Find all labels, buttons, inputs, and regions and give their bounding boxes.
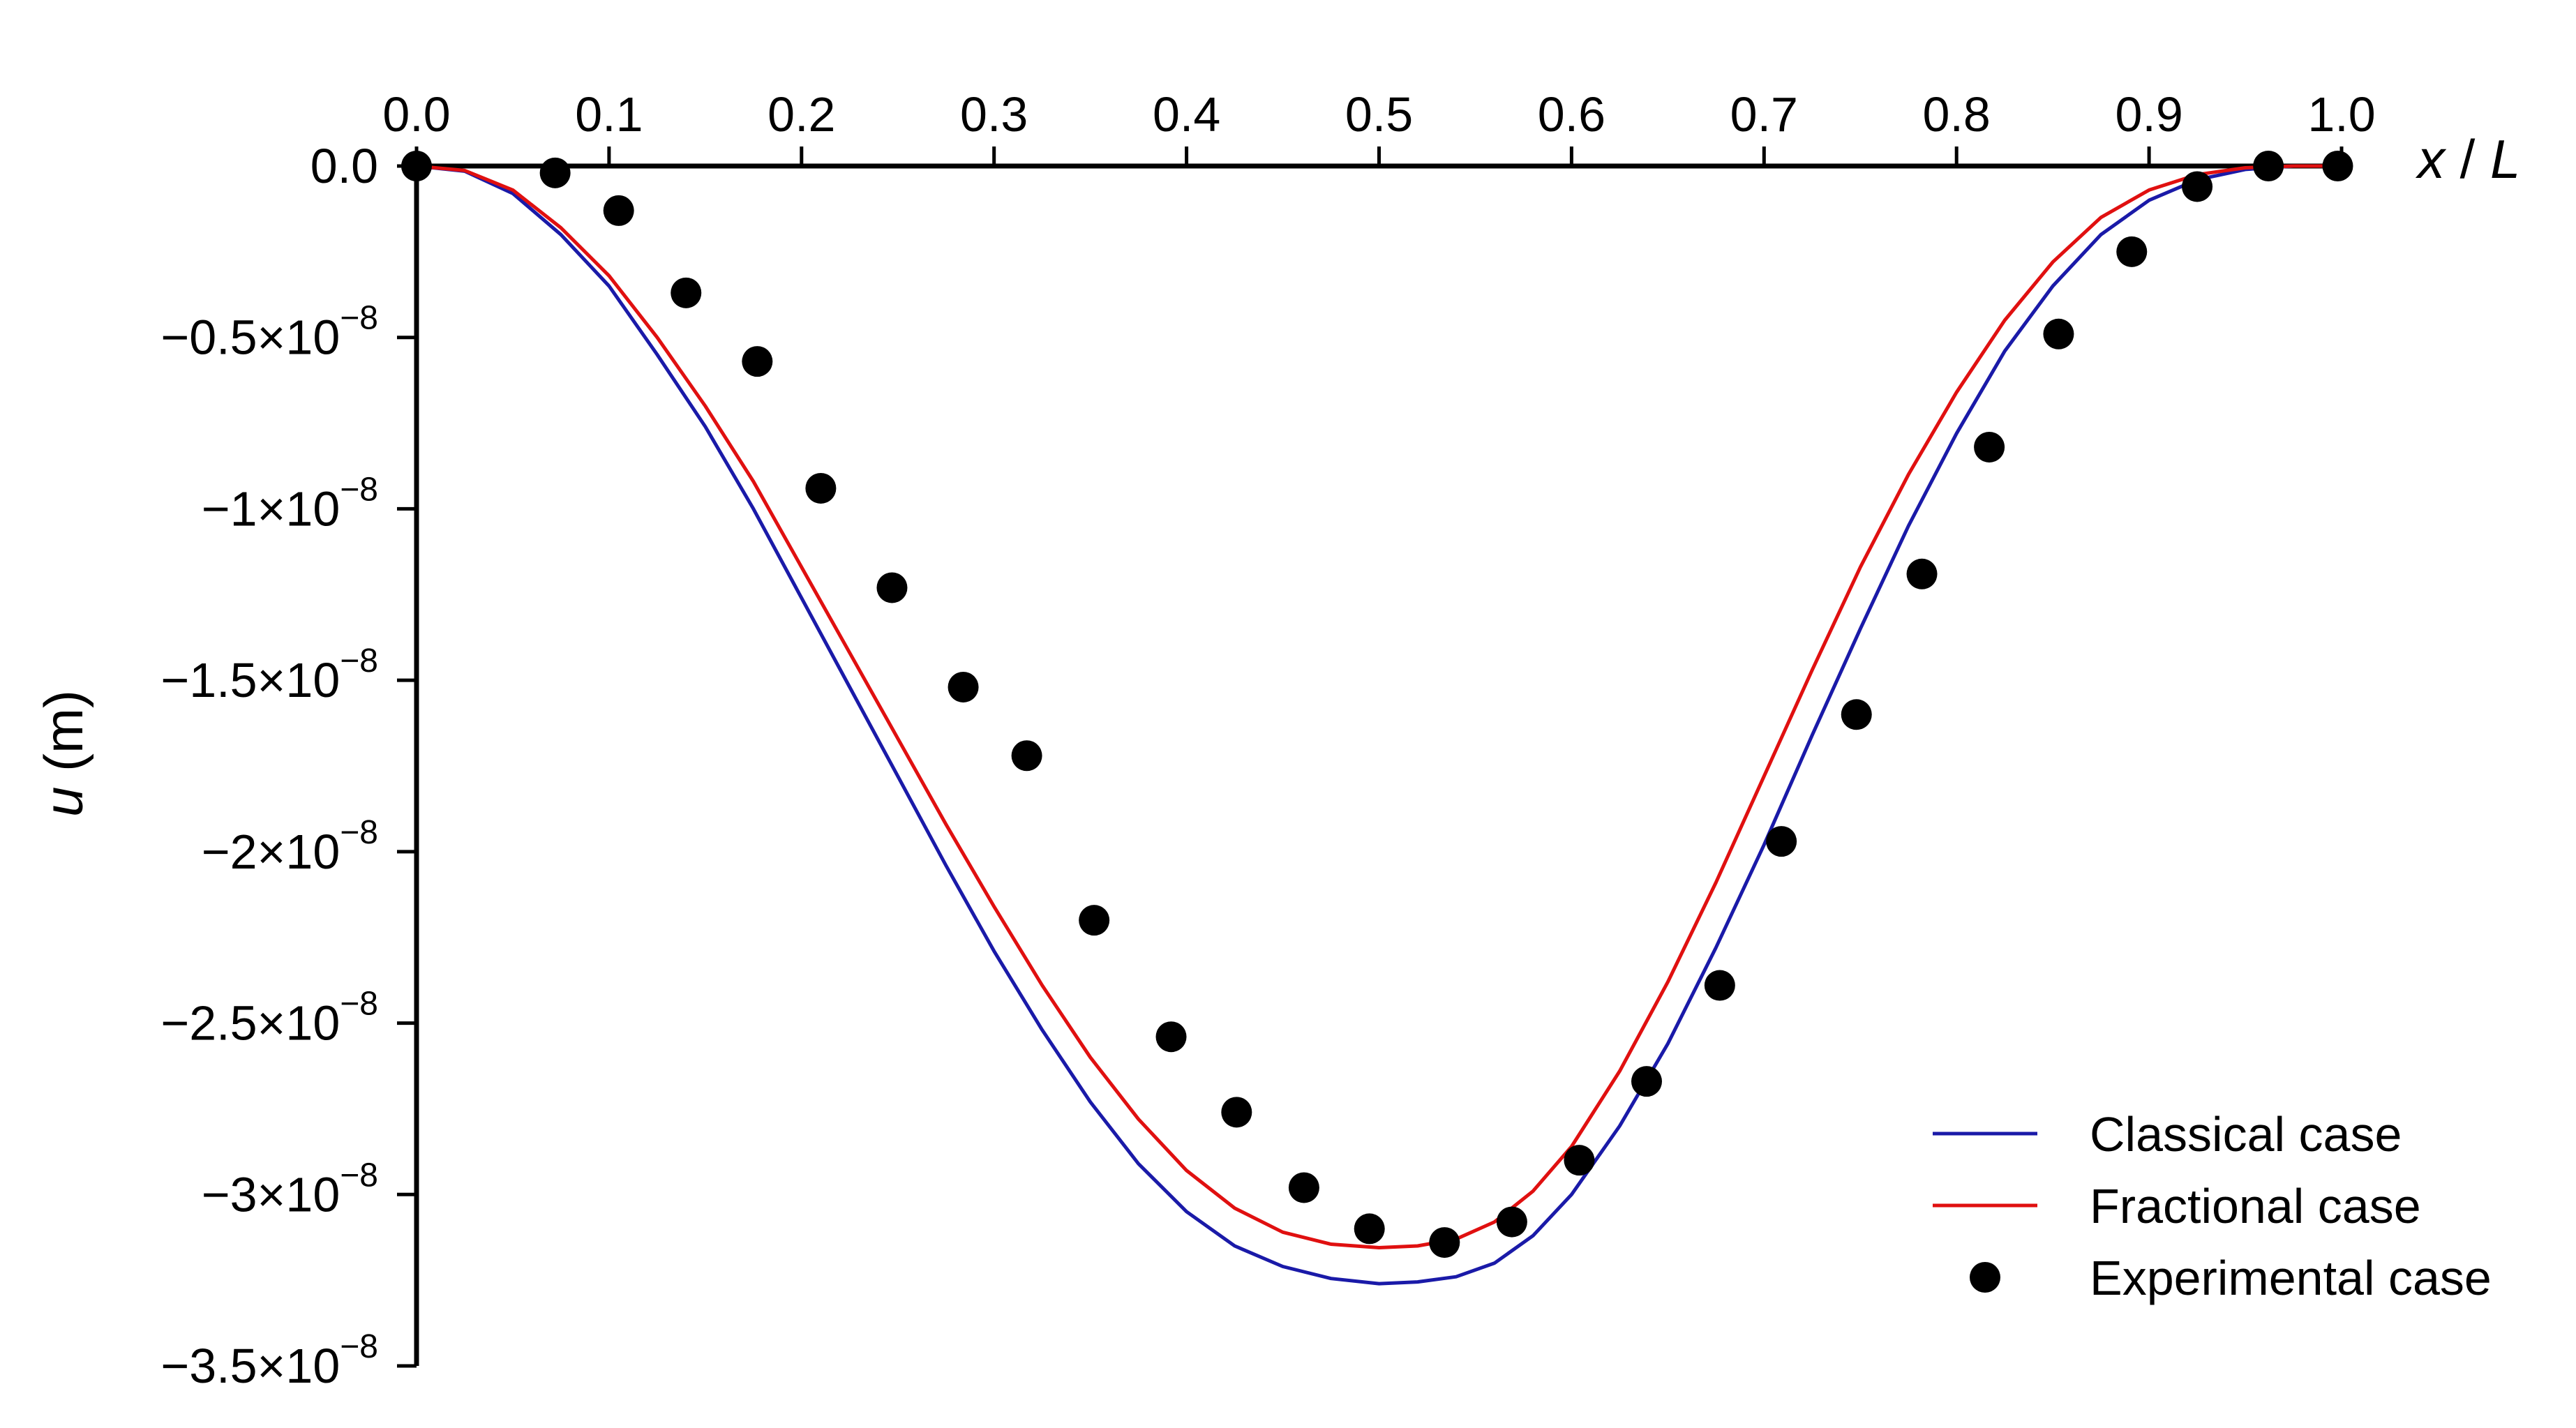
legend-label-classical-case: Classical case [2090, 1107, 2402, 1162]
fractional-case-line [414, 164, 2344, 1249]
experimental-case-point [1704, 970, 1735, 1001]
experimental-case-point [2322, 151, 2353, 181]
experimental-case-point [1079, 905, 1110, 936]
x-tick-label: 0.3 [960, 87, 1028, 142]
legend-label-experimental-case: Experimental case [2090, 1251, 2492, 1305]
x-tick-label: 0.5 [1345, 87, 1413, 142]
experimental-case-point [1354, 1213, 1385, 1245]
experimental-case-point [1906, 558, 1938, 589]
y-tick-label: 0.0 [310, 139, 378, 193]
experimental-case-point [1841, 699, 1872, 730]
experimental-case-point [2253, 151, 2284, 181]
legend-label-fractional-case: Fractional case [2090, 1179, 2421, 1233]
experimental-case-point [671, 277, 702, 308]
legend-swatch-experimental-case [1970, 1262, 2000, 1293]
y-tick-label: −0.5×10−8 [160, 300, 378, 365]
experimental-case-point [1766, 826, 1797, 857]
y-tick-label: −3.5×10−8 [160, 1328, 378, 1393]
x-tick-label: 0.1 [575, 87, 643, 142]
experimental-case-point [742, 346, 773, 377]
x-tick-label: 0.0 [382, 87, 450, 142]
experimental-case-point [805, 472, 837, 504]
x-tick-label: 0.4 [1153, 87, 1220, 142]
x-axis-label: x / L [2415, 128, 2520, 190]
x-tick-label: 0.6 [1538, 87, 1605, 142]
experimental-case-point [1429, 1227, 1460, 1258]
experimental-case-point [1288, 1172, 1319, 1203]
y-axis-ticks: 0.0 −0.5×10−8 −1×10−8 −1.5×10−8 −2×10−8 −2.5×… [160, 139, 417, 1393]
experimental-case-point [876, 572, 908, 603]
y-tick-label: −2×10−8 [202, 814, 378, 879]
y-tick-label: −2.5×10−8 [160, 986, 378, 1051]
series-layer [401, 151, 2353, 1286]
x-tick-label: 0.9 [2115, 87, 2182, 142]
x-tick-label: 1.0 [2307, 87, 2375, 142]
experimental-case-point [401, 151, 432, 181]
experimental-case-point [1564, 1145, 1595, 1176]
experimental-case-point [539, 157, 571, 188]
experimental-case-point [1631, 1066, 1663, 1097]
x-tick-label: 0.2 [767, 87, 835, 142]
experimental-case-point [1496, 1206, 1527, 1238]
experimental-case-point [1974, 431, 2005, 463]
x-tick-label: 0.8 [1923, 87, 1991, 142]
y-tick-label: −3×10−8 [202, 1157, 378, 1222]
y-axis-label: u (m) [33, 690, 94, 817]
classical-case-line [414, 164, 2344, 1286]
experimental-case-point [1011, 740, 1042, 772]
experimental-case-point [1155, 1021, 1187, 1053]
experimental-case-point [603, 195, 634, 226]
experimental-case-point [948, 671, 979, 702]
x-tick-label: 0.7 [1730, 87, 1798, 142]
experimental-case-point [2182, 171, 2213, 202]
y-tick-label: −1×10−8 [202, 471, 378, 536]
y-tick-label: −1.5×10−8 [160, 642, 378, 707]
experimental-case-point [2043, 318, 2074, 350]
experimental-case-point [1221, 1097, 1252, 1128]
legend: Classical case Fractional case Experimenta… [1933, 1107, 2492, 1305]
experimental-case-point [2116, 236, 2148, 267]
x-axis-ticks: 0.0 0.1 0.2 0.3 0.4 0.5 0.6 0.7 0.8 0.9 1.0 [382, 87, 2376, 166]
